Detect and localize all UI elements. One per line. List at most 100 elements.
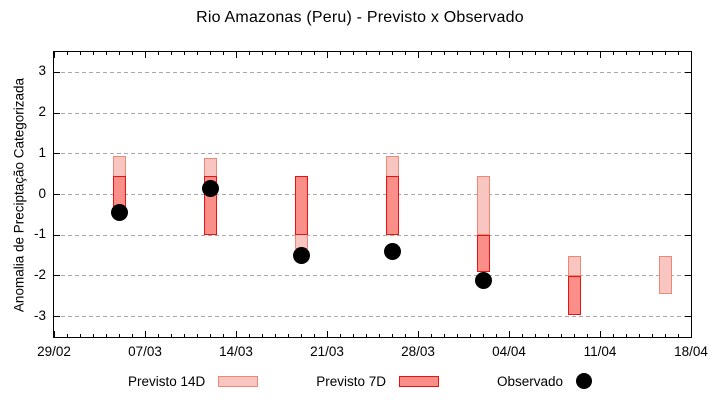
y-tick-right xyxy=(685,153,691,155)
x-tick-bottom xyxy=(196,334,198,337)
x-tick-bottom xyxy=(677,334,679,337)
x-tick-label: 11/04 xyxy=(583,344,617,359)
previsto-7d-bar xyxy=(476,235,490,272)
x-tick-bottom xyxy=(378,334,380,337)
x-tick-bottom xyxy=(92,334,94,337)
x-tick-bottom xyxy=(144,331,146,337)
x-tick-top xyxy=(560,52,562,55)
y-tick-left xyxy=(54,153,60,155)
x-tick-bottom xyxy=(690,331,692,337)
x-tick-top xyxy=(651,52,653,55)
x-tick-top xyxy=(573,52,575,55)
x-tick-bottom xyxy=(105,334,107,337)
y-tick-right xyxy=(685,234,691,236)
x-tick-top xyxy=(183,52,185,55)
x-tick-label: 29/02 xyxy=(37,344,71,359)
observado-swatch-icon xyxy=(576,373,593,389)
x-tick-bottom xyxy=(170,334,172,337)
x-tick-top xyxy=(261,52,263,55)
x-tick-top xyxy=(690,52,692,58)
y-tick-label: -1 xyxy=(33,226,46,242)
x-tick-bottom xyxy=(599,331,601,337)
x-tick-bottom xyxy=(79,334,81,337)
x-tick-top xyxy=(547,52,549,55)
previsto-7d-bar xyxy=(294,176,308,236)
y-tick-left xyxy=(54,112,60,114)
x-tick-top xyxy=(638,52,640,55)
x-tick-top xyxy=(469,52,471,55)
x-tick-bottom xyxy=(365,334,367,337)
x-tick-bottom xyxy=(456,334,458,337)
observado-dot xyxy=(201,179,219,197)
previsto-7d-bar xyxy=(385,176,399,236)
x-tick-bottom xyxy=(300,334,302,337)
gridline xyxy=(54,275,691,277)
previsto-14d-bar xyxy=(658,255,672,295)
x-tick-bottom xyxy=(443,334,445,337)
gridline xyxy=(54,194,691,195)
x-tick-top xyxy=(170,52,172,55)
previsto-7d-swatch-icon xyxy=(399,375,440,387)
x-tick-top xyxy=(443,52,445,55)
y-tick-label: 3 xyxy=(38,63,46,79)
x-tick-top xyxy=(248,52,250,55)
plot-area xyxy=(53,51,692,338)
x-tick-bottom xyxy=(222,334,224,337)
x-tick-bottom xyxy=(482,334,484,337)
x-tick-top xyxy=(144,52,146,58)
x-tick-bottom xyxy=(274,334,276,337)
x-tick-top xyxy=(118,52,120,55)
x-tick-top xyxy=(209,52,211,55)
legend-item-previsto-14d: Previsto 14D xyxy=(128,374,259,389)
x-tick-top xyxy=(456,52,458,55)
x-tick-top xyxy=(222,52,224,55)
previsto-7d-bar xyxy=(567,275,581,315)
x-tick-label: 14/03 xyxy=(219,344,253,359)
y-tick-label: -2 xyxy=(33,266,46,282)
y-tick-left xyxy=(54,71,60,73)
x-tick-top xyxy=(196,52,198,55)
y-tick-right xyxy=(685,194,691,195)
x-tick-bottom xyxy=(404,334,406,337)
x-tick-top xyxy=(482,52,484,55)
x-tick-bottom xyxy=(495,334,497,337)
x-tick-bottom xyxy=(430,334,432,337)
x-tick-top xyxy=(365,52,367,55)
x-tick-bottom xyxy=(417,331,419,337)
x-tick-top xyxy=(352,52,354,55)
x-tick-bottom xyxy=(248,334,250,337)
y-tick-label: 1 xyxy=(38,144,46,160)
x-tick-bottom xyxy=(53,331,55,337)
x-tick-top xyxy=(599,52,601,58)
observado-dot xyxy=(474,271,492,289)
x-tick-top xyxy=(157,52,159,55)
observado-dot xyxy=(383,243,401,260)
y-tick-left xyxy=(54,234,60,236)
y-tick-label: 0 xyxy=(38,185,46,201)
y-tick-right xyxy=(685,71,691,73)
x-tick-bottom xyxy=(157,334,159,337)
x-tick-top xyxy=(92,52,94,55)
y-tick-right xyxy=(685,275,691,277)
x-tick-bottom xyxy=(612,334,614,337)
x-tick-top xyxy=(521,52,523,55)
x-tick-label: 21/03 xyxy=(310,344,344,359)
x-tick-top xyxy=(235,52,237,58)
x-tick-bottom xyxy=(664,334,666,337)
x-tick-top xyxy=(391,52,393,55)
previsto-14d-bar xyxy=(567,255,581,276)
x-tick-bottom xyxy=(638,334,640,337)
x-tick-bottom xyxy=(261,334,263,337)
x-tick-label: 07/03 xyxy=(128,344,162,359)
x-tick-top xyxy=(131,52,133,55)
x-tick-top xyxy=(287,52,289,55)
x-tick-top xyxy=(664,52,666,55)
x-tick-top xyxy=(300,52,302,55)
x-tick-top xyxy=(625,52,627,55)
x-tick-bottom xyxy=(573,334,575,337)
gridline xyxy=(54,112,691,114)
x-tick-top xyxy=(66,52,68,55)
x-tick-label: 28/03 xyxy=(401,344,435,359)
x-tick-label: 18/04 xyxy=(674,344,708,359)
